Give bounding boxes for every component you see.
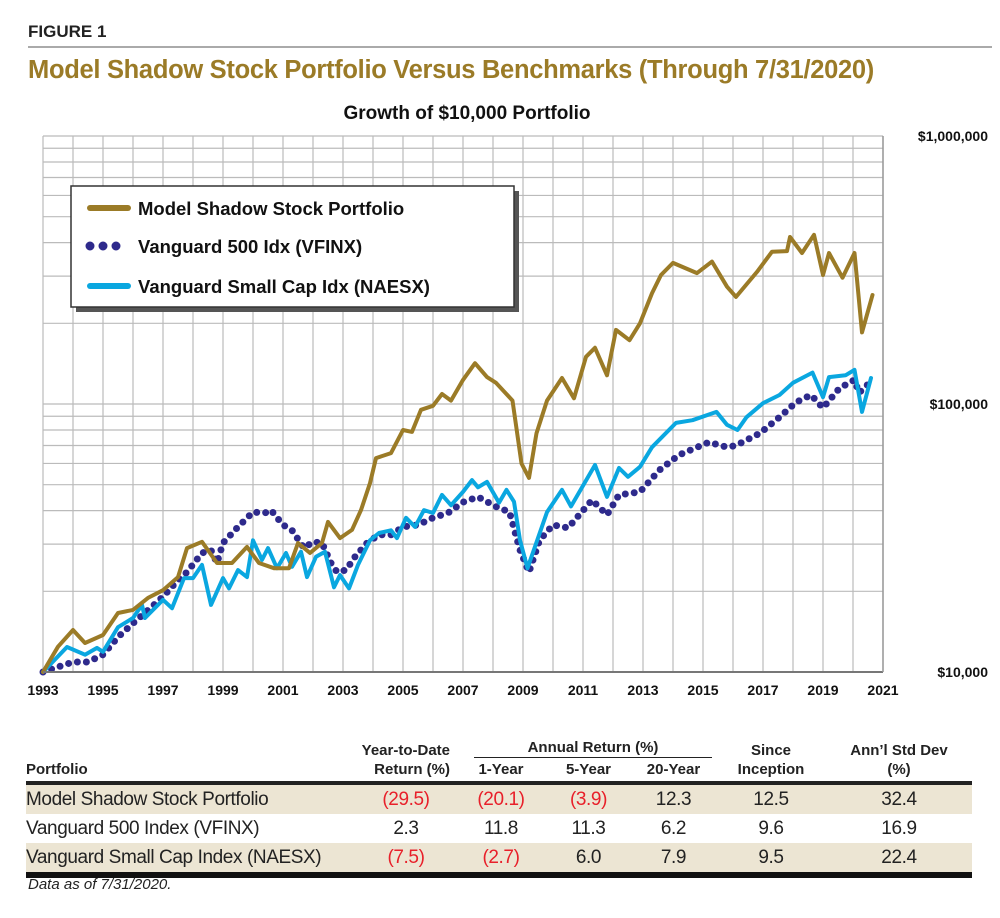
header-annual-return: Annual Return (%) [474, 738, 712, 758]
divider [28, 46, 992, 48]
x-tick-label: 2007 [447, 682, 478, 698]
x-tick-label: 1995 [87, 682, 118, 698]
table-row: Model Shadow Stock Portfolio (29.5) (20.… [26, 783, 972, 814]
return-5-year: 11.3 [571, 818, 606, 839]
portfolio-name: Model Shadow Stock Portfolio [26, 783, 356, 814]
legend-label: Model Shadow Stock Portfolio [138, 198, 404, 219]
x-tick-label: 2021 [867, 682, 898, 698]
return-20-year: 6.2 [660, 818, 687, 839]
growth-chart: Growth of $10,000 Portfolio 1993 1995 1997… [27, 103, 988, 698]
return-1-year: 11.8 [484, 818, 518, 839]
x-tick-label: 2017 [747, 682, 778, 698]
header-1-year: 1-Year [456, 760, 546, 785]
performance-table: Year-to-Date Annual Return (%) Since Ann… [26, 738, 972, 878]
return-1-year: (2.7) [456, 843, 546, 878]
x-tick-label: 2001 [267, 682, 298, 698]
ytd-return: 2.3 [393, 818, 419, 839]
portfolio-name: Vanguard Small Cap Index (NAESX) [26, 843, 356, 878]
header-20-year: 20-Year [631, 760, 716, 785]
y-tick-label: $1,000,000 [918, 128, 988, 144]
header-std-line1: Ann’l Std Dev [850, 742, 948, 759]
data-note: Data as of 7/31/2020. [28, 876, 172, 893]
std-dev: 16.9 [881, 818, 917, 839]
x-tick-label: 1999 [207, 682, 238, 698]
x-tick-label: 2015 [687, 682, 718, 698]
header-std-line2: (%) [826, 760, 972, 785]
x-tick-label: 1997 [147, 682, 178, 698]
table-row: Vanguard Small Cap Index (NAESX) (7.5) (… [26, 843, 972, 878]
return-since-inception: 9.5 [716, 843, 826, 878]
x-tick-label: 2011 [568, 682, 599, 698]
return-5-year: 6.0 [546, 843, 631, 878]
std-dev: 32.4 [826, 783, 972, 814]
y-tick-label: $10,000 [937, 664, 988, 680]
legend-label: Vanguard 500 Idx (VFINX) [138, 236, 362, 257]
axes: 1993 1995 1997 1999 2001 2003 2005 2007 2009 2011… [27, 128, 988, 698]
return-20-year: 12.3 [631, 783, 716, 814]
x-tick-label: 2005 [387, 682, 418, 698]
return-5-year: (3.9) [546, 783, 631, 814]
legend-label: Vanguard Small Cap Idx (NAESX) [138, 276, 430, 297]
header-since-line1: Since [750, 742, 792, 759]
portfolio-name: Vanguard 500 Index (VFINX) [26, 818, 260, 839]
x-tick-label: 2003 [327, 682, 358, 698]
series-layer [39, 232, 875, 676]
y-tick-label: $100,000 [930, 396, 989, 412]
ytd-return: (7.5) [356, 843, 456, 878]
header-portfolio: Portfolio [26, 760, 356, 785]
return-20-year: 7.9 [631, 843, 716, 878]
series-vfinx-line [39, 376, 873, 676]
x-tick-label: 2009 [507, 682, 538, 698]
x-tick-label: 2019 [807, 682, 838, 698]
header-ytd-line1: Year-to-Date [361, 742, 450, 759]
return-since-inception: 12.5 [716, 783, 826, 814]
series-naesx-line [41, 367, 873, 674]
std-dev: 22.4 [826, 843, 972, 878]
x-tick-label: 1993 [27, 682, 58, 698]
legend: Model Shadow Stock Portfolio Vanguard 500… [70, 185, 519, 312]
table-row: Vanguard 500 Index (VFINX) 2.3 11.8 11.3… [26, 814, 972, 843]
figure-title: Model Shadow Stock Portfolio Versus Benc… [28, 56, 874, 84]
figure-label: FIGURE 1 [28, 22, 107, 41]
return-since-inception: 9.6 [758, 818, 784, 839]
header-since-line2: Inception [716, 760, 826, 785]
header-5-year: 5-Year [546, 760, 631, 785]
x-tick-label: 2013 [627, 682, 658, 698]
chart-title: Growth of $10,000 Portfolio [343, 103, 590, 124]
header-ytd-line2: Return (%) [356, 760, 456, 785]
return-1-year: (20.1) [456, 783, 546, 814]
legend-box [70, 185, 515, 308]
series-model-shadow-stock-line [41, 232, 875, 674]
ytd-return: (29.5) [356, 783, 456, 814]
